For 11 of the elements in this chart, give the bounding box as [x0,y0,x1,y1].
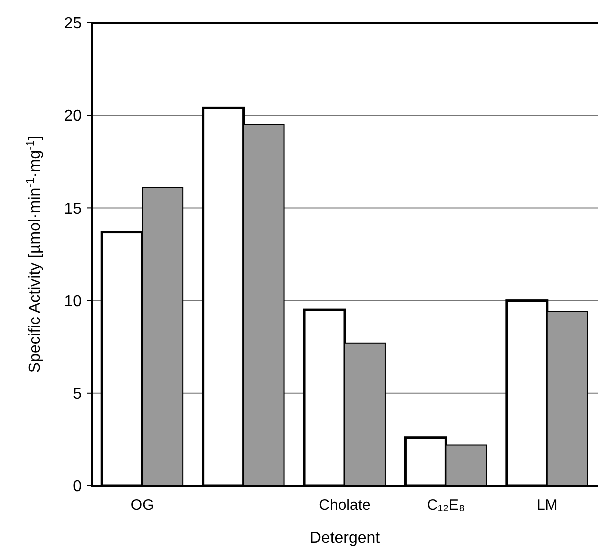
y-tick-label: 10 [64,293,82,310]
y-tick-label: 25 [64,16,82,33]
y-tick-label: 0 [73,478,82,496]
x-axis-title: Detergent [310,530,381,547]
y-tick-label: 5 [73,386,82,403]
x-tick-label: OG [130,497,154,514]
x-tick-label: LM [536,497,558,514]
x-tick-label: Cholate [319,497,371,514]
y-tick-label: 20 [64,108,82,126]
x-tick-label: C₁₂E₈ [427,497,466,514]
y-tick-label: 15 [64,200,82,218]
